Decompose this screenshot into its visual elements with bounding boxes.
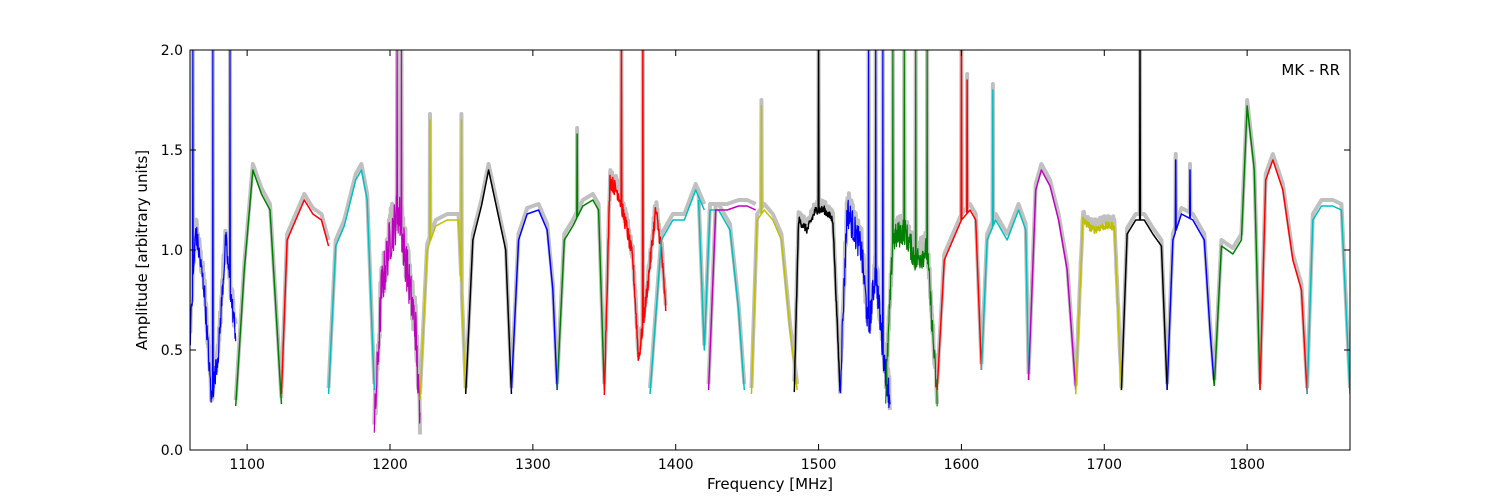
background-trace-21 (1119, 50, 1170, 385)
chart-annotation: MK - RR (1281, 61, 1340, 79)
x-tick-label-1: 1200 (372, 457, 408, 473)
subband-trace-22 (1166, 159, 1216, 391)
x-tick-label-7: 1800 (1229, 457, 1265, 473)
subband-trace-7 (510, 209, 558, 391)
x-tick-label-0: 1100 (229, 457, 265, 473)
background-trace-14 (792, 50, 842, 387)
subband-trace-23 (1213, 105, 1261, 391)
subband-trace-24 (1259, 159, 1308, 395)
subband-trace-9 (603, 50, 667, 396)
background-trace-24 (1258, 152, 1310, 389)
subband-trace-10 (649, 189, 705, 395)
subband-trace-8 (556, 133, 606, 391)
series-layer (190, 50, 1350, 433)
background-trace-8 (555, 126, 607, 385)
subband-trace-15 (839, 50, 891, 409)
subband-trace-2 (280, 199, 330, 395)
background-trace-18 (979, 82, 1031, 375)
y-axis-title: Amplitude [arbitrary units] (133, 150, 151, 350)
background-trace-2 (279, 192, 331, 389)
background-trace-6 (463, 162, 514, 389)
x-tick-label-6: 1700 (1086, 457, 1122, 473)
subband-trace-16 (885, 50, 938, 407)
ticks-layer: 1100 1200 1300 1400 1500 1600 1700 1800 0.0 0.5 1.… (161, 43, 1350, 473)
subband-trace-11 (697, 199, 746, 391)
y-tick-label-3: 1.5 (161, 143, 183, 159)
subband-trace-3 (327, 169, 376, 395)
subband-trace-0 (190, 50, 237, 403)
y-tick-label-1: 0.5 (161, 343, 183, 359)
plot-frame (189, 49, 1351, 451)
plot-area (190, 50, 1350, 450)
x-axis-title: Frequency [MHz] (707, 475, 833, 493)
subband-trace-21 (1120, 50, 1168, 391)
y-tick-label-2: 1.0 (161, 243, 183, 259)
subband-trace-14 (793, 50, 841, 393)
subband-trace-25 (1306, 205, 1350, 395)
subband-trace-5 (419, 119, 467, 401)
subband-trace-1 (234, 169, 283, 407)
background-trace-5 (418, 112, 468, 395)
x-tick-label-4: 1500 (801, 457, 837, 473)
x-tick-label-2: 1300 (515, 457, 551, 473)
subband-trace-18 (980, 89, 1030, 381)
x-tick-label-3: 1400 (658, 457, 694, 473)
subband-trace-20 (1074, 216, 1123, 395)
background-trace-20 (1073, 209, 1124, 388)
subband-trace-6 (464, 169, 513, 395)
x-tick-label-5: 1600 (944, 457, 980, 473)
background-trace-3 (326, 162, 377, 389)
background-trace-12 (706, 198, 758, 385)
subband-trace-13 (750, 105, 798, 395)
subband-trace-17 (936, 50, 983, 391)
background-trace-17 (935, 50, 984, 385)
subband-trace-4 (373, 50, 421, 433)
y-tick-label-4: 2.0 (161, 43, 183, 59)
subband-trace-12 (707, 205, 757, 391)
subband-trace-19 (1027, 169, 1077, 391)
y-tick-label-0: 0.0 (161, 443, 183, 459)
